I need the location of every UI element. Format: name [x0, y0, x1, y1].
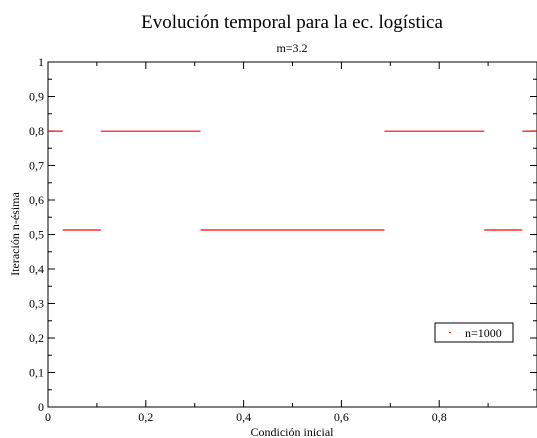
y-tick-label: 0,6 [29, 193, 44, 207]
x-axis-label: Condición inicial [251, 425, 335, 438]
x-tick-label: 0,6 [334, 410, 349, 424]
y-axis-label: Iteración n-ésima [8, 192, 22, 276]
y-tick-label: 0,4 [29, 262, 44, 276]
y-tick-label: 0,7 [29, 159, 44, 173]
chart-subtitle: m=3.2 [276, 41, 307, 55]
plot-area-frame [47, 61, 537, 408]
y-tick-label: 0,1 [29, 366, 44, 380]
y-tick-label: 0,9 [29, 90, 44, 104]
y-tick-label: 0,8 [29, 124, 44, 138]
chart-title: Evolución temporal para la ec. logística [141, 12, 443, 33]
x-tick-label: 0 [45, 410, 51, 424]
x-tick-label: 0,4 [236, 410, 251, 424]
y-tick-label: 0,3 [29, 297, 44, 311]
legend-label: n=1000 [465, 326, 502, 340]
axis-tick-labels: 0 0,2 0,4 0,6 0,8 0 0,1 0,2 0,3 0,4 0,5 0,6 0,7 0,8 0,… [29, 55, 447, 424]
data-series [48, 130, 537, 231]
x-tick-label: 0,8 [432, 410, 447, 424]
axis-ticks [47, 61, 537, 408]
legend: n=1000 [434, 322, 514, 343]
y-tick-label: 1 [38, 55, 44, 69]
legend-box [434, 322, 514, 343]
y-tick-label: 0,2 [29, 331, 44, 345]
y-tick-label: 0,5 [29, 228, 44, 242]
x-tick-label: 0,2 [138, 410, 153, 424]
y-tick-label: 0 [38, 400, 44, 414]
